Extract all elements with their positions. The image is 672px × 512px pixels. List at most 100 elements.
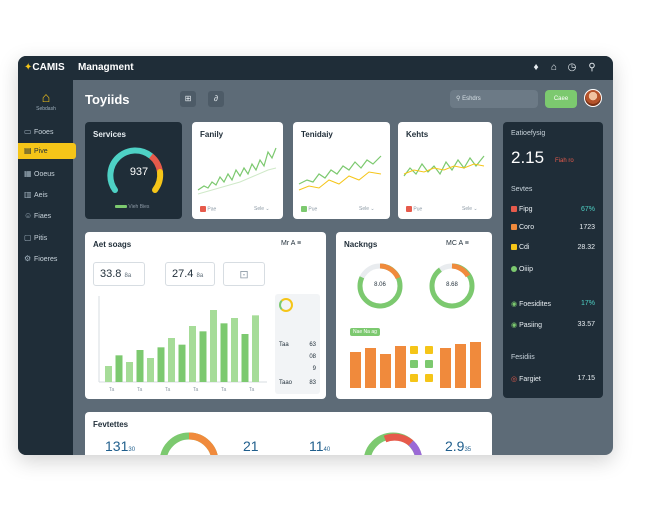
row-label: Foesidites xyxy=(519,301,551,308)
sidebar-item-fooes[interactable]: ▭ Fooes xyxy=(18,124,73,140)
list-item[interactable]: Fipg 67% xyxy=(511,206,595,213)
list-item[interactable]: Coro 1723 xyxy=(511,224,595,231)
mini-card-kehts[interactable]: Kehts Pue Sele ⌄ xyxy=(398,122,492,219)
app-title: Managment xyxy=(78,62,134,73)
stat-unit: 8a xyxy=(124,273,132,279)
activity-bar[interactable] xyxy=(252,315,259,382)
sidebar-item-label: Ooeus xyxy=(34,171,55,178)
fav-unit: 30 xyxy=(128,447,136,453)
sidebar-item-pive[interactable]: ▤ Pive xyxy=(18,143,76,159)
dashboard-icon: ⌂ xyxy=(41,89,51,105)
ratings-chip[interactable]: Nae Na ag xyxy=(350,328,380,336)
sidebar-item-label: Fioeres xyxy=(34,256,58,263)
rating-cell[interactable] xyxy=(410,346,418,354)
mini-card-tenidaiy[interactable]: Tenidaiy Pue Sele ⌄ xyxy=(293,122,390,219)
home-icon[interactable]: ⌂ xyxy=(550,62,558,73)
activity-bar[interactable] xyxy=(241,334,249,382)
rating-cell[interactable] xyxy=(410,374,418,382)
activity-bar[interactable] xyxy=(168,338,175,382)
side-row: Taao 83 xyxy=(279,380,316,386)
sidebar-item-ooeus[interactable]: ▦ Ooeus xyxy=(18,166,73,182)
activity-bar[interactable] xyxy=(210,310,217,382)
activity-bar[interactable] xyxy=(126,362,133,382)
activity-bar[interactable] xyxy=(220,323,228,382)
rating-bar[interactable] xyxy=(350,352,361,388)
check-icon: ◉ xyxy=(511,322,518,329)
sidebar: ⌂ Sebdash ▭ Fooes ▤ Pive ▦ Ooeus ▥ Aeis ☺ Fia… xyxy=(18,80,76,455)
sidebar-item-fioeres[interactable]: ⚙ Fioeres xyxy=(18,251,73,267)
side-value: 63 xyxy=(309,342,316,348)
activity-side-panel: Taa 63 08 9 Taao 83 xyxy=(275,294,320,394)
sidebar-item-aeis[interactable]: ▥ Aeis xyxy=(18,187,73,203)
side-value: 9 xyxy=(312,366,316,372)
list-item[interactable]: ◎ Fargiet 17.15 xyxy=(511,375,595,383)
activity-bar[interactable] xyxy=(199,331,207,382)
search-icon[interactable]: ⚲ xyxy=(588,62,596,73)
rating-bar[interactable] xyxy=(395,346,406,388)
mini-card-select[interactable]: Sele ⌄ xyxy=(462,206,478,212)
right-panel: Eatioefysig 2.15 Fiah ro Sevtes Fipg 67% … xyxy=(503,122,603,398)
sidebar-logo[interactable]: ⌂ Sebdash xyxy=(32,90,60,112)
sidebar-item-pitis[interactable]: ▢ Pitis xyxy=(18,230,73,246)
search-placeholder: Eshdrs xyxy=(462,96,481,102)
primary-action-button[interactable]: Caee xyxy=(545,90,577,108)
mini-card-select[interactable]: Sele ⌄ xyxy=(254,206,270,212)
activity-bar[interactable] xyxy=(157,347,165,382)
x-tick-label: Ta xyxy=(221,387,227,393)
clock-icon[interactable]: ◷ xyxy=(567,62,577,73)
search-input[interactable]: ⚲ Eshdrs xyxy=(450,90,538,108)
list-item[interactable]: Cdi 28.32 xyxy=(511,244,595,251)
mini-card-title: Tenidaiy xyxy=(301,130,333,139)
stat-box-icon[interactable]: ⊡ xyxy=(223,262,265,286)
brand-logo-icon: ✦ xyxy=(24,62,33,73)
fav-number: 11 xyxy=(309,438,324,454)
mini-card-family[interactable]: Fanily Pae Sele ⌄ xyxy=(192,122,283,219)
avatar[interactable] xyxy=(584,89,602,107)
rating-cell[interactable] xyxy=(425,374,433,382)
legend-swatch xyxy=(301,206,307,212)
activity-bar[interactable] xyxy=(147,358,154,382)
row-value: 28.32 xyxy=(577,244,595,251)
list-item[interactable]: Oiiip xyxy=(511,266,595,273)
list-item[interactable]: ◉ Pasiing 33.57 xyxy=(511,321,595,329)
activity-bar[interactable] xyxy=(189,326,196,382)
rating-bar[interactable] xyxy=(380,354,391,388)
list-item[interactable]: ◉ Foesidites 17% xyxy=(511,300,595,308)
sidebar-item-label: Aeis xyxy=(34,192,48,199)
activity-bar[interactable] xyxy=(136,350,144,382)
activity-card: Aet soags Mr A ≡ 33.8 8a 27.4 8a ⊡ Ta Ta T… xyxy=(85,232,326,399)
mini-card-select[interactable]: Sele ⌄ xyxy=(359,206,375,212)
settings-icon: ⚙ xyxy=(24,254,32,263)
rating-cell[interactable] xyxy=(410,360,418,368)
activity-bar[interactable] xyxy=(115,355,123,382)
menu-icon: ≡ xyxy=(464,240,469,247)
stat-unit: 8a xyxy=(196,273,204,279)
favorites-title: Fevtettes xyxy=(93,420,129,429)
grid-view-button[interactable]: ⊞ xyxy=(180,91,196,107)
x-tick-label: Ta xyxy=(109,387,115,393)
fav-number: 131 xyxy=(105,438,129,454)
legend-swatch xyxy=(511,266,517,273)
rating-cell[interactable] xyxy=(425,346,433,354)
brand[interactable]: ✦CAMIS xyxy=(24,62,65,73)
activity-bar[interactable] xyxy=(105,366,112,382)
lightbulb-icon[interactable]: ♦ xyxy=(533,62,539,73)
favorite-value: 1140 xyxy=(309,438,330,454)
rating-bar[interactable] xyxy=(440,348,451,388)
app-window: ✦CAMIS Managment ♦ ⌂ ◷ ⚲ ⌂ Sebdash ▭ Fooe… xyxy=(18,56,613,455)
ratings-controls[interactable]: MC A ≡ xyxy=(446,240,469,247)
activity-bar[interactable] xyxy=(231,318,238,382)
legend-swatch xyxy=(115,205,127,209)
rating-bar[interactable] xyxy=(455,344,466,388)
sidebar-item-fiaes[interactable]: ☺ Fiaes xyxy=(18,208,73,224)
rating-bar[interactable] xyxy=(470,342,481,388)
activity-controls[interactable]: Mr A ≡ xyxy=(281,240,301,247)
mini-line-chart xyxy=(197,147,277,195)
grid-icon: ⊞ xyxy=(184,94,192,103)
activity-bar[interactable] xyxy=(178,344,186,382)
rating-cell[interactable] xyxy=(425,360,433,368)
rating-bar[interactable] xyxy=(365,348,376,388)
mini-card-legend: Pue xyxy=(406,206,422,212)
link-button[interactable]: ∂ xyxy=(208,91,224,107)
favorite-value: 21 xyxy=(243,438,259,454)
